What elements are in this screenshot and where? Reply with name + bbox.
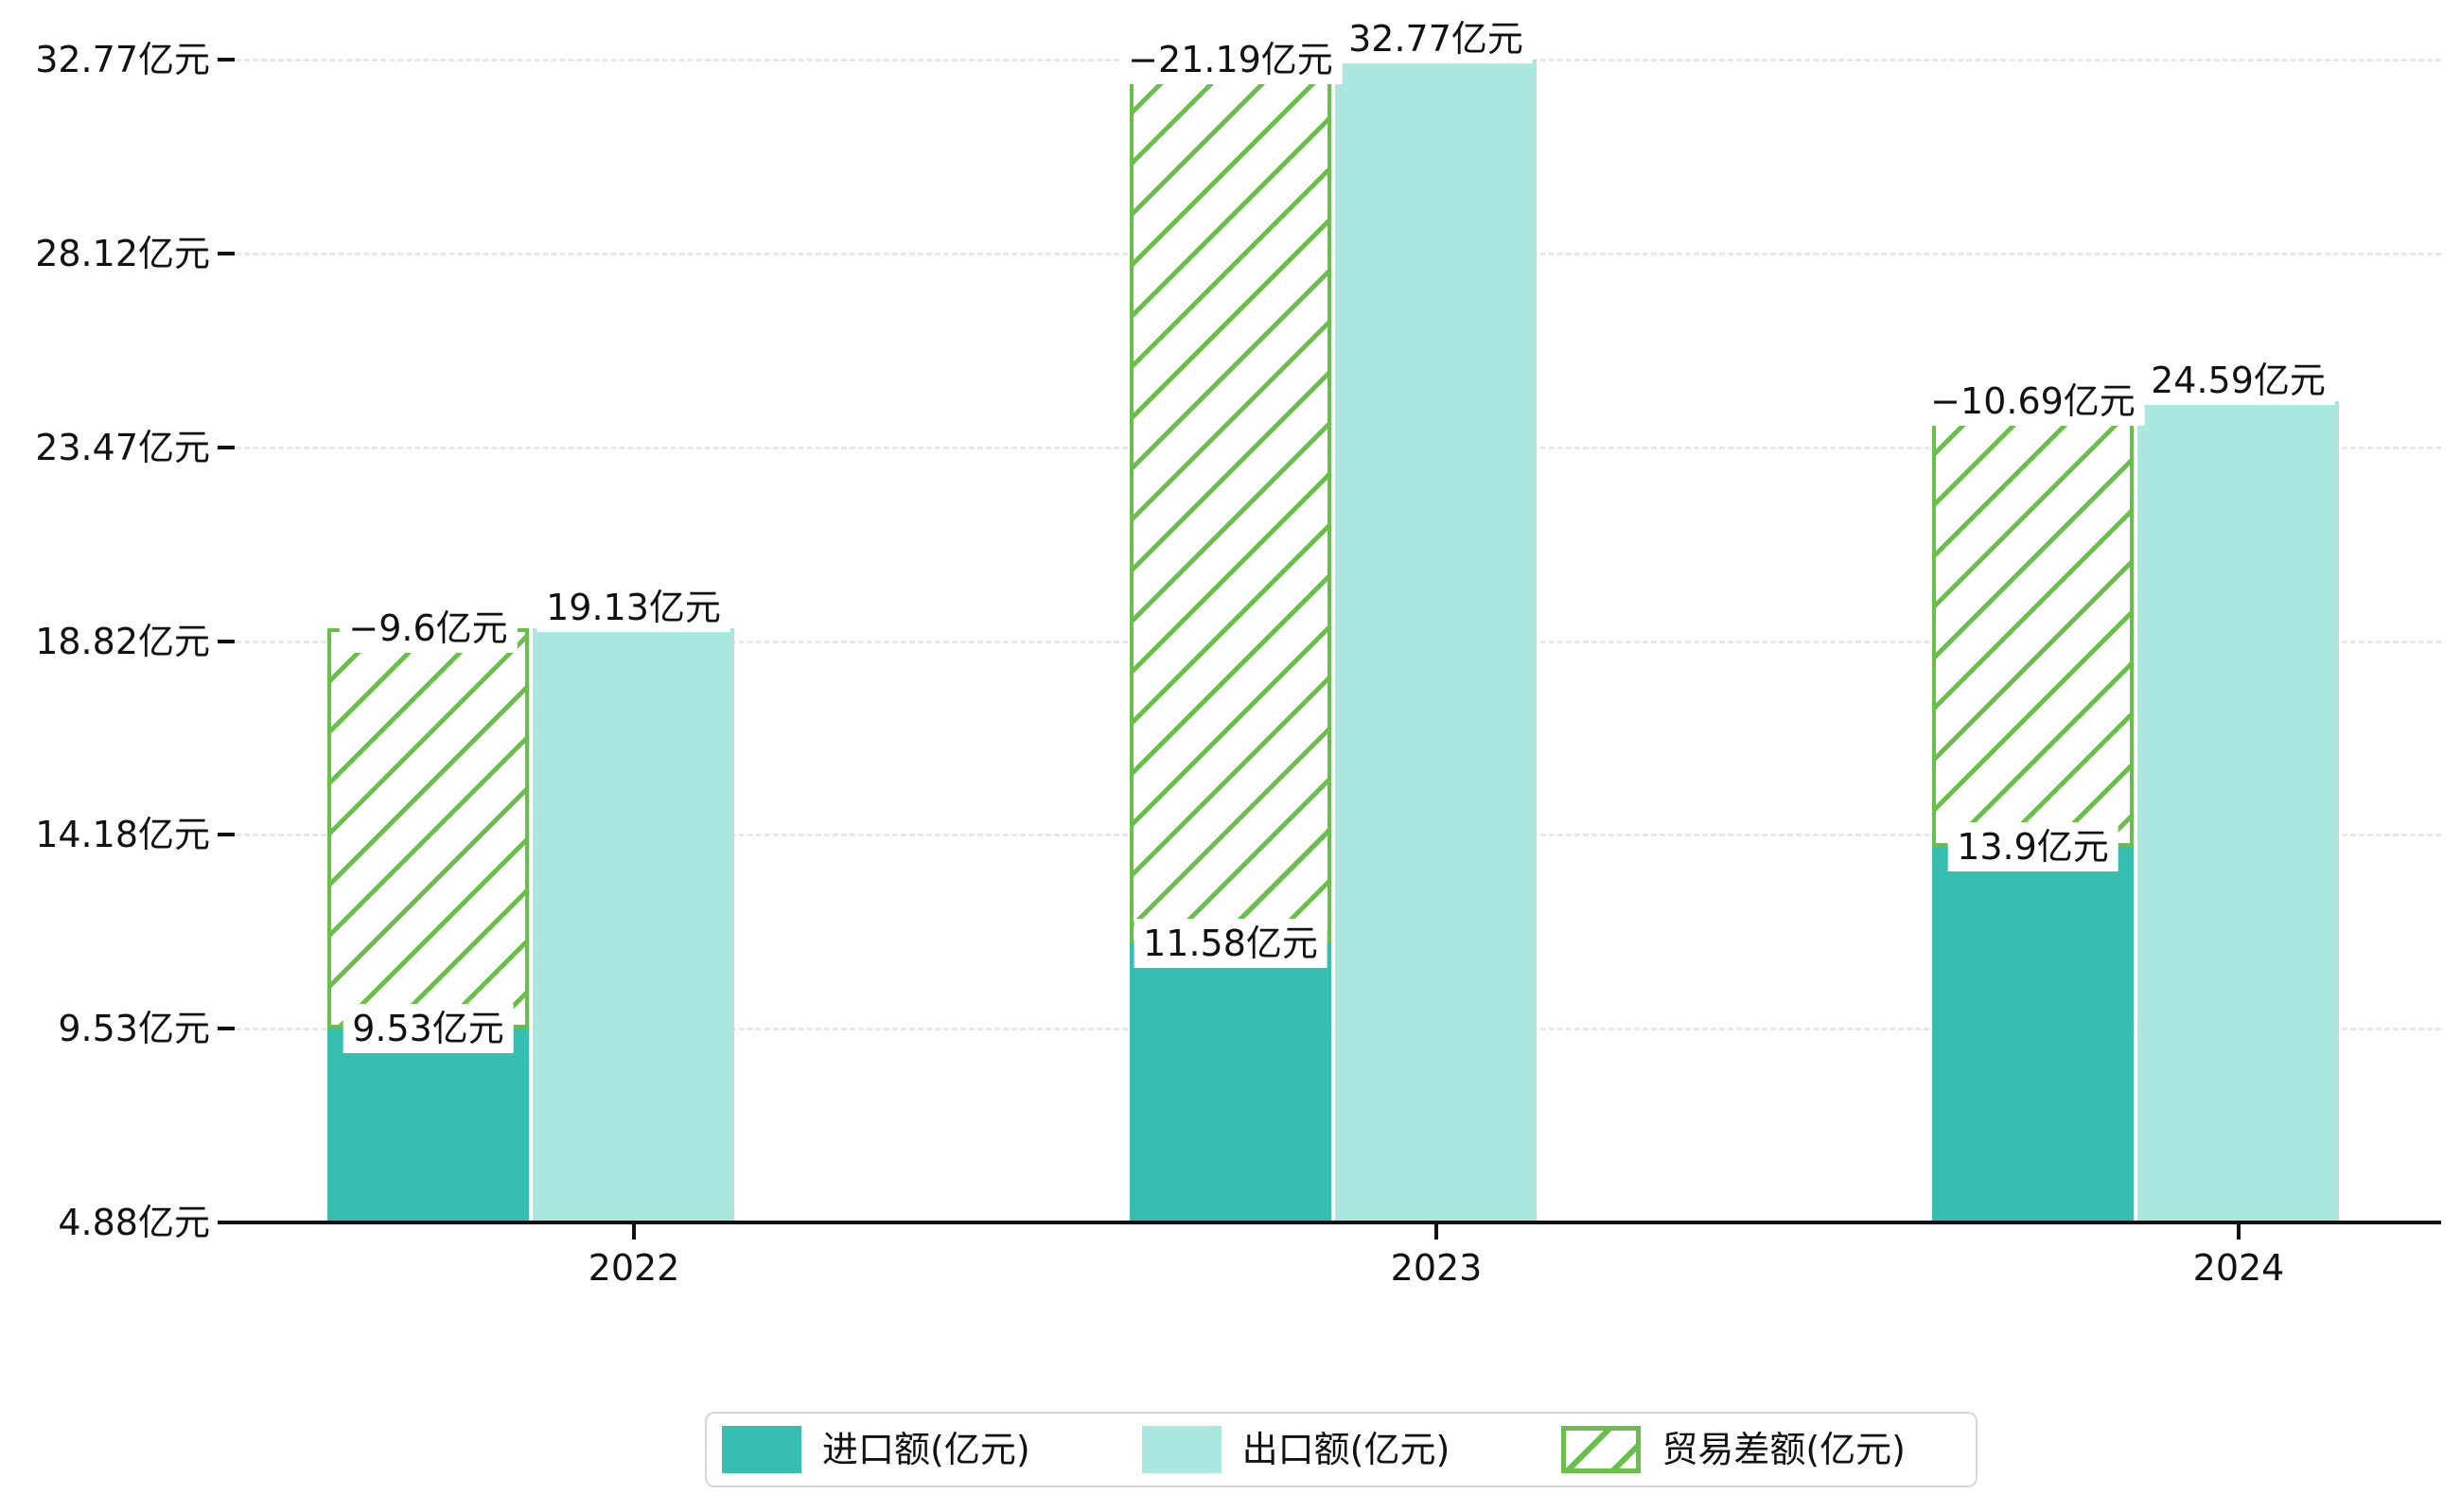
y-tick-label: 9.53亿元 — [58, 1008, 210, 1050]
y-tick-mark — [218, 833, 235, 837]
label-import-2022: 9.53亿元 — [343, 1004, 514, 1054]
y-tick-mark — [218, 252, 235, 256]
legend-swatch-hatched-icon — [1561, 1426, 1642, 1473]
y-tick-mark — [218, 58, 235, 62]
y-tick-label: 32.77亿元 — [35, 39, 210, 81]
legend: 进口额(亿元) 出口额(亿元) 贸易差额(亿元) — [705, 1412, 1978, 1487]
bar-import-2024 — [1932, 846, 2134, 1222]
bar-balance-2024 — [1932, 400, 2134, 847]
gridline — [227, 1028, 2441, 1031]
x-tick-label-2024: 2024 — [2192, 1247, 2285, 1289]
legend-label: 出口额(亿元) — [1241, 1429, 1450, 1470]
x-tick-mark — [632, 1224, 636, 1239]
bar-export-2023 — [1335, 60, 1537, 1222]
x-tick-label-2023: 2023 — [1390, 1247, 1483, 1289]
label-export-2024: 24.59亿元 — [2141, 355, 2335, 405]
label-import-2024: 13.9亿元 — [1947, 821, 2118, 871]
bar-import-2022 — [327, 1029, 529, 1222]
legend-item-1: 出口额(亿元) — [1141, 1426, 1450, 1473]
label-export-2022: 19.13亿元 — [536, 583, 730, 633]
y-tick-mark — [218, 1027, 235, 1031]
bar-export-2024 — [2137, 400, 2339, 1222]
x-tick-mark — [2237, 1224, 2241, 1239]
y-tick-label: 18.82亿元 — [35, 620, 210, 662]
label-import-2023: 11.58亿元 — [1134, 918, 1327, 968]
legend-label: 贸易差额(亿元) — [1661, 1429, 1906, 1470]
y-tick-mark — [218, 639, 235, 643]
x-axis-line — [227, 1221, 2441, 1224]
bar-balance-2022 — [327, 628, 529, 1029]
gridline — [227, 253, 2441, 256]
legend-swatch-icon — [722, 1426, 801, 1473]
y-tick-mark — [218, 446, 235, 450]
legend-label: 进口额(亿元) — [822, 1429, 1030, 1470]
bar-import-2023 — [1130, 942, 1331, 1222]
label-export-2023: 32.77亿元 — [1339, 14, 1533, 64]
y-tick-label: 23.47亿元 — [35, 427, 210, 469]
label-balance-2022: −9.6亿元 — [339, 604, 518, 654]
x-tick-mark — [1434, 1224, 1438, 1239]
y-tick-label: 28.12亿元 — [35, 233, 210, 275]
legend-swatch-icon — [1141, 1426, 1222, 1473]
y-tick-label: 4.88亿元 — [58, 1202, 210, 1243]
label-balance-2024: −10.69亿元 — [1921, 376, 2145, 426]
legend-item-0: 进口额(亿元) — [722, 1426, 1030, 1473]
bar-export-2022 — [533, 628, 734, 1222]
gridline — [227, 447, 2441, 450]
y-tick-label: 14.18亿元 — [35, 814, 210, 856]
bar-balance-2023 — [1130, 60, 1331, 943]
legend-item-2: 贸易差额(亿元) — [1561, 1426, 1906, 1473]
gridline — [227, 640, 2441, 643]
x-tick-label-2022: 2022 — [588, 1247, 680, 1289]
gridline — [227, 834, 2441, 837]
y-tick-mark — [218, 1221, 235, 1224]
label-balance-2023: −21.19亿元 — [1118, 35, 1343, 85]
